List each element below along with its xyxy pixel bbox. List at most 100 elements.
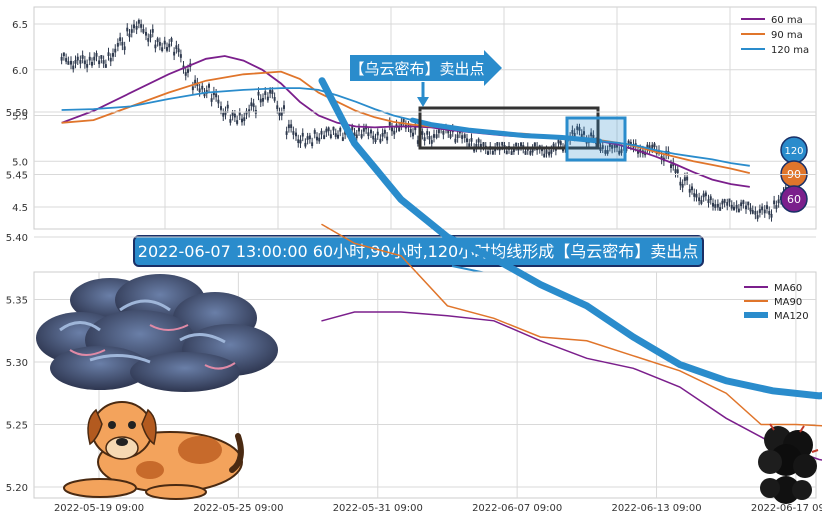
candle-body [191, 86, 194, 91]
candle-body [571, 130, 574, 134]
candle-body [583, 131, 585, 135]
candle-body [383, 130, 386, 134]
candle-body [353, 132, 356, 137]
candle-body [604, 150, 607, 154]
candle-body [119, 37, 122, 41]
candle-body [651, 144, 654, 149]
candle-body [98, 60, 101, 65]
candle-body [362, 128, 365, 132]
candle-body [620, 149, 623, 153]
storm-cloud-icon [36, 274, 278, 392]
candle-body [179, 54, 182, 58]
candle-body [220, 106, 222, 110]
candle-body [287, 124, 290, 129]
candle-body [745, 205, 747, 210]
candle-body [548, 151, 551, 156]
candle-body [683, 177, 686, 181]
bottom-chart-panel: 5.20 5.25 5.30 5.35 5.40 5.45 5.50 2022-05-19 … [6, 77, 822, 514]
candle-body [510, 151, 513, 155]
candle-body [65, 58, 68, 62]
candle-body [430, 140, 433, 144]
candle-body [660, 156, 663, 160]
candle-body [533, 142, 536, 147]
candle-body [304, 142, 307, 147]
candle-body [648, 145, 651, 149]
candle-body [463, 134, 466, 139]
candle-body [173, 51, 176, 56]
candle-body [461, 135, 464, 139]
candle-body [166, 47, 168, 51]
candle-body [334, 133, 337, 137]
candle-body [763, 209, 766, 214]
candle-body [733, 206, 735, 211]
candle-body [76, 56, 79, 61]
candle-body [212, 91, 215, 96]
candle-body [505, 150, 508, 155]
candle-body [704, 192, 707, 197]
candle-body [691, 186, 693, 191]
candle-body [329, 134, 332, 138]
legend-label-120: 120 ma [771, 45, 809, 56]
candle-body [442, 131, 445, 135]
candle-body [128, 33, 131, 38]
candle-body [599, 147, 602, 151]
candle-body [163, 40, 166, 45]
candle-body [749, 207, 752, 212]
candle-body [313, 130, 316, 134]
candle-body [447, 129, 450, 134]
candle-body [529, 151, 532, 155]
legend-label-60: 60 ma [771, 15, 803, 26]
candle-body [712, 202, 714, 207]
candle-body [716, 203, 719, 208]
candle-body [147, 38, 150, 42]
candle-body [674, 169, 677, 173]
candle-body [250, 102, 253, 107]
arrow-callout-label: 【乌云密布】卖出点 [349, 60, 484, 78]
bottom-y-tick-label: 5.20 [6, 483, 28, 494]
candle-body [393, 130, 396, 135]
candle-body [280, 112, 283, 116]
candle-body [290, 124, 293, 128]
bottom-y-tick-label: 5.25 [6, 421, 28, 432]
candle-body [676, 169, 679, 174]
candle-body [320, 130, 323, 135]
candle-body [686, 176, 689, 181]
top-ma-lines [61, 55, 751, 188]
top-y-axis: 4.5 5.0 5.5 6.0 6.5 [12, 20, 28, 214]
top-legend: 60 ma 90 ma 120 ma [741, 15, 809, 56]
bottom-series-line-MA90 [321, 223, 822, 427]
candle-body [543, 153, 546, 158]
candle-body [386, 136, 389, 141]
candle-body [482, 142, 485, 146]
candlesticks [60, 18, 792, 222]
candle-body [311, 142, 314, 147]
candle-body [292, 131, 295, 135]
legend-label-90: 90 ma [771, 30, 803, 41]
candle-body [360, 134, 363, 138]
candle-body [611, 145, 614, 149]
candle-body [341, 137, 344, 141]
dark-cloud-bomb-icon [758, 423, 819, 504]
candle-body [332, 126, 335, 131]
candle-body [709, 196, 712, 201]
top-series-line-60-ma [61, 55, 750, 188]
candle-body [121, 41, 124, 46]
candle-body [285, 131, 288, 135]
candle-body [775, 205, 778, 209]
candle-body [737, 208, 740, 213]
bottom-x-axis: 2022-05-19 09:00 2022-05-25 09:00 2022-05-… [54, 503, 822, 514]
candle-body [264, 91, 267, 95]
candle-body [70, 60, 72, 65]
candle-body [248, 109, 251, 113]
candle-body [421, 131, 424, 135]
candle-body [269, 89, 272, 94]
candle-body [695, 193, 698, 198]
candle-body [501, 141, 504, 146]
candle-body [168, 43, 171, 48]
candle-body [355, 134, 358, 139]
candle-body [273, 97, 276, 101]
candle-body [233, 113, 236, 118]
bottom-y-tick-label: 5.50 [6, 108, 28, 119]
candle-body [381, 132, 384, 137]
candle-body [496, 142, 499, 146]
